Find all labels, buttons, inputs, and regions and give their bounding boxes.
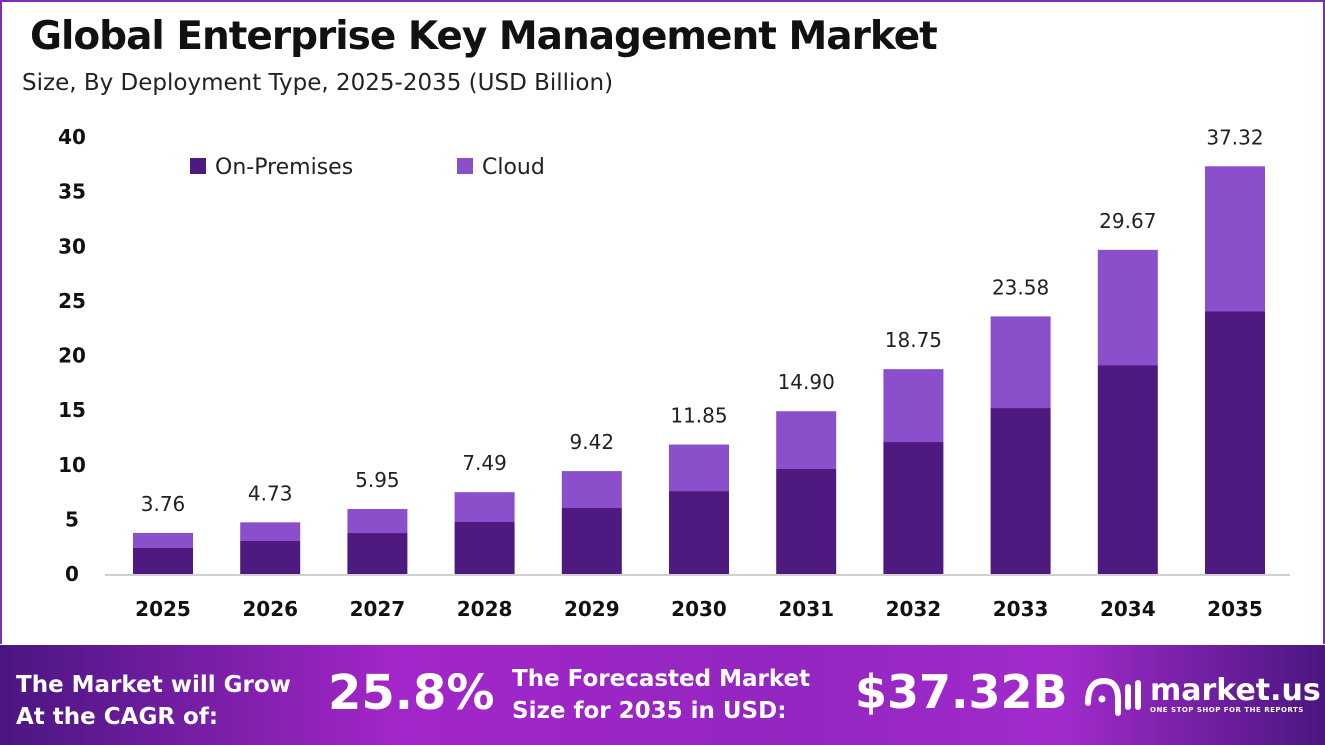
- cagr-label: The Market will Grow At the CAGR of:: [16, 669, 291, 733]
- bar-segment-on-premises-2034: [1097, 365, 1158, 574]
- bar-segment-on-premises-2030: [669, 491, 729, 574]
- bar-segment-on-premises-2032: [883, 442, 944, 574]
- y-tick-label: 35: [58, 180, 86, 204]
- x-tick-label: 2032: [886, 597, 942, 621]
- x-tick-label: 2033: [993, 597, 1049, 621]
- y-tick-label: 40: [58, 125, 86, 149]
- bar-segment-on-premises-2027: [347, 533, 408, 574]
- bar-segment-cloud-2030: [669, 444, 729, 492]
- cagr-label-line2: At the CAGR of:: [16, 704, 219, 730]
- bar-total-label: 5.95: [355, 468, 400, 492]
- x-tick-label: 2031: [778, 597, 834, 621]
- cagr-label-line1: The Market will Grow: [16, 672, 291, 698]
- x-tick-label: 2029: [564, 597, 620, 621]
- x-tick-label: 2030: [671, 597, 727, 621]
- y-tick-label: 10: [58, 453, 86, 477]
- bar-segment-on-premises-2026: [240, 541, 301, 574]
- forecast-label-line1: The Forecasted Market: [512, 666, 811, 692]
- bar-segment-cloud-2026: [240, 522, 301, 542]
- bar-segment-cloud-2032: [883, 369, 944, 443]
- bar-segment-cloud-2028: [454, 492, 515, 522]
- bar-segment-on-premises-2029: [561, 508, 622, 574]
- bar-total-label: 37.32: [1206, 125, 1263, 149]
- chart-title: Global Enterprise Key Management Market: [30, 14, 938, 59]
- bar-total-label: 7.49: [462, 451, 507, 475]
- forecast-label-line2: Size for 2035 in USD:: [512, 698, 787, 724]
- bar-segment-cloud-2025: [133, 532, 193, 548]
- footer-banner: The Market will Grow At the CAGR of: 25.…: [0, 645, 1325, 745]
- bar-total-label: 9.42: [570, 430, 615, 454]
- legend-swatch-1: [457, 158, 473, 174]
- legend-swatch-0: [190, 158, 206, 174]
- forecast-label: The Forecasted Market Size for 2035 in U…: [512, 663, 810, 727]
- y-tick-label: 15: [58, 398, 86, 422]
- brand-name: market.us: [1150, 673, 1321, 708]
- bar-total-label: 29.67: [1099, 209, 1156, 233]
- x-tick-label: 2028: [457, 597, 513, 621]
- bar-segment-on-premises-2028: [454, 521, 515, 574]
- stacked-bar-chart: 05101520253035403.7620254.7320265.952027…: [58, 125, 1290, 621]
- bar-segment-cloud-2035: [1205, 166, 1265, 312]
- market-us-logo-icon: [1085, 677, 1141, 716]
- bar-total-label: 23.58: [992, 275, 1049, 299]
- forecast-value: $37.32B: [855, 665, 1068, 719]
- bar-segment-on-premises-2031: [776, 469, 837, 574]
- cagr-value: 25.8%: [328, 665, 495, 721]
- x-tick-label: 2027: [350, 597, 406, 621]
- bar-segment-cloud-2027: [347, 508, 408, 534]
- chart-subtitle: Size, By Deployment Type, 2025-2035 (USD…: [22, 70, 614, 96]
- x-tick-label: 2035: [1207, 597, 1263, 621]
- y-tick-label: 30: [58, 234, 86, 258]
- y-tick-label: 20: [58, 344, 86, 368]
- legend-label: On-Premises: [215, 155, 353, 180]
- bar-segment-cloud-2034: [1097, 249, 1158, 366]
- x-tick-label: 2034: [1100, 597, 1156, 621]
- bar-total-label: 18.75: [885, 328, 942, 352]
- bar-segment-on-premises-2033: [990, 408, 1051, 574]
- x-tick-label: 2025: [135, 597, 191, 621]
- bar-segment-cloud-2029: [561, 471, 622, 509]
- bar-total-label: 4.73: [248, 481, 293, 505]
- bar-total-label: 3.76: [141, 492, 186, 516]
- bar-segment-cloud-2033: [990, 316, 1051, 409]
- bar-total-label: 11.85: [670, 404, 727, 428]
- bar-total-label: 14.90: [778, 370, 835, 394]
- bar-segment-on-premises-2035: [1205, 311, 1265, 574]
- brand-tagline: ONE STOP SHOP FOR THE REPORTS: [1150, 706, 1304, 714]
- legend-label: Cloud: [482, 155, 545, 180]
- brand-logo: market.us ONE STOP SHOP FOR THE REPORTS: [1082, 673, 1321, 717]
- bar-segment-cloud-2031: [776, 411, 837, 470]
- y-tick-label: 0: [65, 562, 79, 586]
- y-tick-label: 25: [58, 289, 86, 313]
- x-tick-label: 2026: [242, 597, 298, 621]
- y-tick-label: 5: [65, 507, 79, 531]
- bar-segment-on-premises-2025: [133, 547, 193, 574]
